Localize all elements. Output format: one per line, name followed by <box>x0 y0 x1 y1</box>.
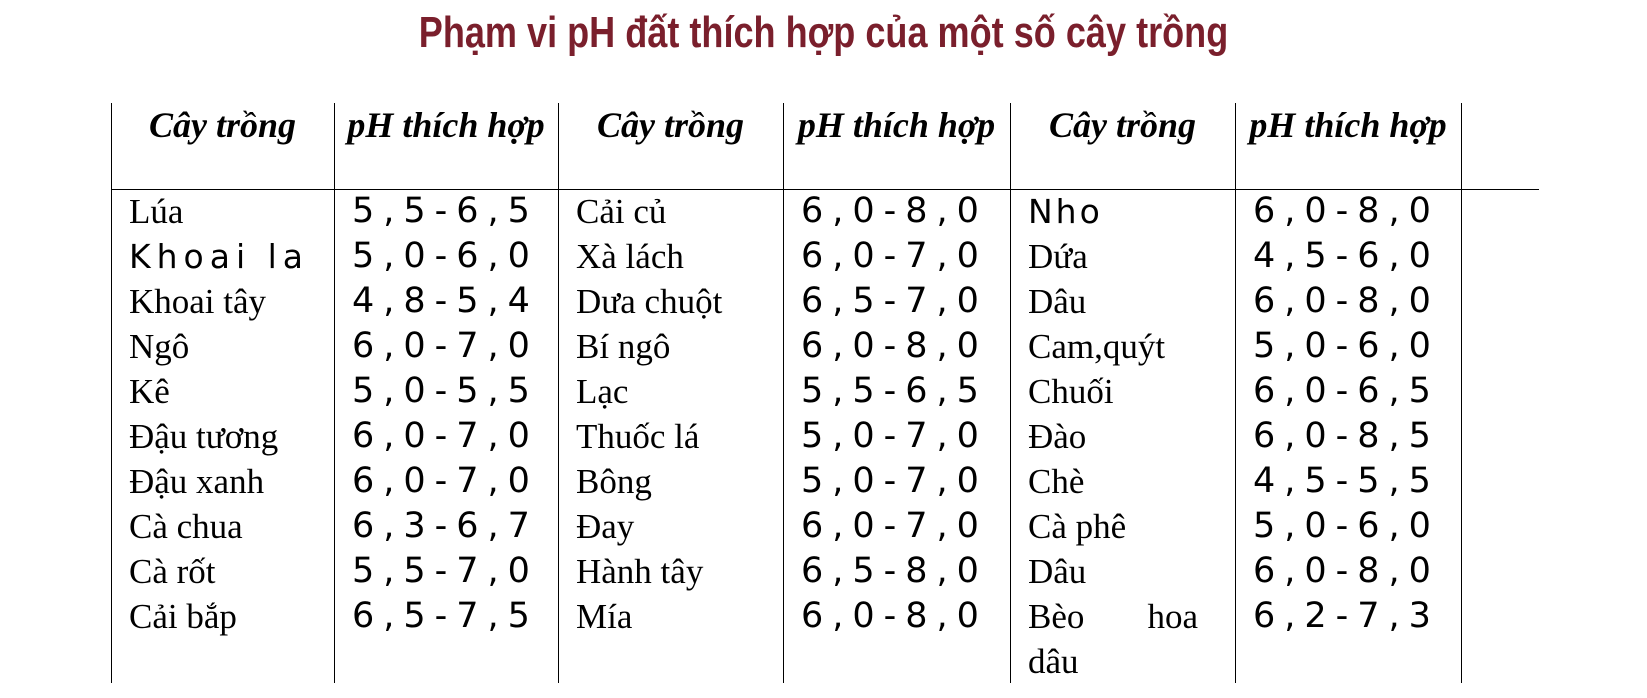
ph-cell: 6,2-7,3 <box>1253 596 1440 636</box>
table-border-right <box>1461 103 1462 683</box>
ph-cell: 6,0-8,0 <box>1253 191 1440 231</box>
crop-cell: Bèo hoa dâu <box>1028 597 1198 681</box>
crop-cell: Đậu tương <box>129 417 279 456</box>
crop-cell: Chuối <box>1028 372 1114 411</box>
header-crop-1: Cây trồng <box>148 105 297 145</box>
ph-column-3: 6,0-8,0 4,5-6,0 6,0-8,0 5,0-6,0 6,0-6,5 … <box>1235 189 1461 639</box>
ph-cell: 4,8-5,4 <box>352 281 539 321</box>
crop-cell: Kê <box>129 372 170 411</box>
ph-column-1: 5,5-6,5 5,0-6,0 4,8-5,4 6,0-7,0 5,0-5,5 … <box>334 189 558 639</box>
crop-cell: Dứa <box>1028 237 1088 276</box>
crop-cell: Chè <box>1028 462 1085 501</box>
ph-cell: 6,0-7,0 <box>352 326 539 366</box>
ph-cell: 6,5-7,5 <box>352 596 539 636</box>
ph-cell: 6,5-7,0 <box>801 281 988 321</box>
ph-cell: 5,5-6,5 <box>352 191 539 231</box>
crop-cell: Lúa <box>129 192 184 231</box>
crop-cell: Nho <box>1028 192 1103 231</box>
crop-column-1: Lúa Khoai la Khoai tây Ngô Kê Đậu tương … <box>111 189 334 639</box>
column-divider <box>1010 103 1011 683</box>
ph-cell: 6,0-7,0 <box>801 236 988 276</box>
ph-cell: 5,5-6,5 <box>801 371 988 411</box>
crop-cell: Dâu <box>1028 552 1087 591</box>
crop-cell: Dâu <box>1028 282 1087 321</box>
ph-cell: 6,0-8,0 <box>801 326 988 366</box>
crop-cell: Lạc <box>576 372 629 411</box>
crop-cell: Khoai tây <box>129 282 267 321</box>
ph-cell: 6,0-7,0 <box>801 506 988 546</box>
ph-cell: 4,5-6,0 <box>1253 236 1440 276</box>
header-divider <box>111 189 1539 190</box>
header-ph-1: pH thích hợp <box>347 105 545 145</box>
ph-cell: 4,5-5,5 <box>1253 461 1440 501</box>
ph-table: Cây trồng pH thích hợp Cây trồng pH thíc… <box>111 103 1539 683</box>
column-divider <box>1235 103 1236 683</box>
crop-cell: Đay <box>576 507 635 546</box>
ph-cell: 6,3-6,7 <box>352 506 539 546</box>
ph-column-2: 6,0-8,0 6,0-7,0 6,5-7,0 6,0-8,0 5,5-6,5 … <box>783 189 1010 639</box>
crop-cell: Bông <box>576 462 652 501</box>
ph-cell: 6,0-8,0 <box>801 596 988 636</box>
ph-cell: 5,0-7,0 <box>801 461 988 501</box>
crop-cell: Đậu xanh <box>129 462 265 501</box>
crop-cell: Ngô <box>129 327 190 366</box>
ph-cell: 6,0-6,5 <box>1253 371 1440 411</box>
ph-cell: 5,0-7,0 <box>801 416 988 456</box>
column-divider <box>334 103 335 683</box>
crop-cell: Đào <box>1028 417 1087 456</box>
ph-cell: 6,0-7,0 <box>352 461 539 501</box>
ph-cell: 6,0-8,0 <box>801 191 988 231</box>
ph-cell: 6,0-8,5 <box>1253 416 1440 456</box>
ph-cell: 6,0-7,0 <box>352 416 539 456</box>
ph-cell: 6,0-8,0 <box>1253 551 1440 591</box>
crop-cell: Cà phê <box>1028 507 1127 546</box>
crop-cell: Dưa chuột <box>576 282 723 321</box>
table-border-left <box>111 103 112 683</box>
crop-cell: Cà chua <box>129 507 243 546</box>
ph-cell: 5,0-6,0 <box>352 236 539 276</box>
header-crop-2: Cây trồng <box>596 105 745 145</box>
ph-cell: 5,5-7,0 <box>352 551 539 591</box>
page-title: Phạm vi pH đất thích hợp của một số cây … <box>418 8 1229 57</box>
ph-cell: 6,5-8,0 <box>801 551 988 591</box>
crop-cell: Cà rốt <box>129 552 216 591</box>
crop-cell: Cam,quýt <box>1028 327 1166 366</box>
header-crop-3: Cây trồng <box>1048 105 1197 145</box>
header-ph-3: pH thích hợp <box>1249 105 1447 145</box>
ph-cell: 5,0-6,0 <box>1253 326 1440 366</box>
header-ph-2: pH thích hợp <box>797 105 996 145</box>
crop-cell: Xà lách <box>576 237 684 276</box>
crop-cell: Cải củ <box>576 192 667 231</box>
crop-column-2: Cải củ Xà lách Dưa chuột Bí ngô Lạc Thuố… <box>558 189 783 639</box>
crop-cell: Cải bắp <box>129 597 237 636</box>
crop-cell: Bí ngô <box>576 327 671 366</box>
crop-cell: Hành tây <box>576 552 704 591</box>
crop-cell: Mía <box>576 597 633 636</box>
ph-cell: 6,0-8,0 <box>1253 281 1440 321</box>
ph-cell: 5,0-5,5 <box>352 371 539 411</box>
column-divider <box>783 103 784 683</box>
crop-cell: Khoai la <box>129 237 310 276</box>
column-divider <box>558 103 559 683</box>
crop-column-3: Nho Dứa Dâu Cam,quýt Chuối Đào Chè Cà ph… <box>1010 189 1235 684</box>
crop-cell: Thuốc lá <box>576 417 700 456</box>
ph-cell: 5,0-6,0 <box>1253 506 1440 546</box>
